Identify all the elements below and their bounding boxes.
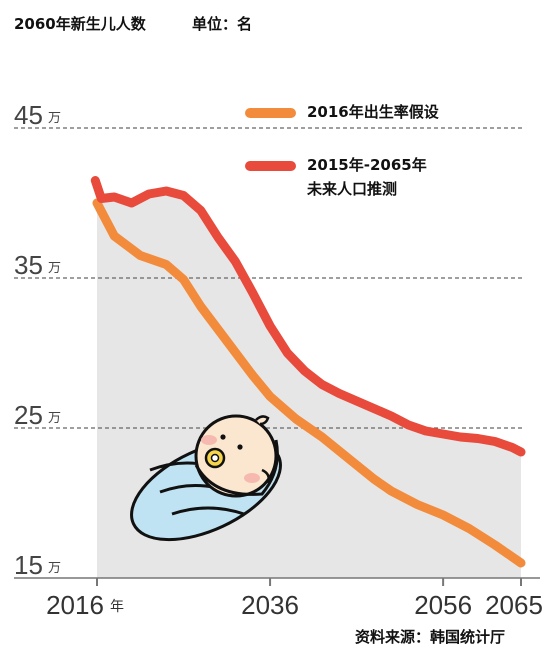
y-tick-unit: 万 (48, 261, 61, 276)
x-axis: 2016 年 2036 2056 2065 (46, 590, 543, 620)
legend-label-2: 2015年-2065年 (307, 156, 427, 174)
series-line-2 (90, 176, 526, 457)
baby-illustration (130, 414, 282, 542)
chart-title: 2060年新生儿人数 (14, 15, 147, 33)
x-tick-label-2065: 2065 (485, 590, 543, 620)
y-tick-unit: 万 (48, 411, 61, 426)
series-lines (90, 176, 526, 568)
y-tick-unit: 万 (48, 111, 61, 126)
series-line-1 (92, 198, 526, 568)
gridlines (14, 127, 540, 586)
x-tick-unit: 年 (110, 599, 124, 615)
chart-unit-label: 单位：名 (192, 15, 252, 33)
x-tick-label-2056: 2056 (414, 590, 472, 620)
y-tick-label-25: 25 (14, 400, 43, 430)
source-note: 资料来源：韩国统计厅 (355, 628, 505, 646)
x-tick-label-2016: 2016 (46, 590, 104, 620)
legend-label-1: 2016年出生率假设 (307, 103, 439, 121)
legend-label-2: 未来人口推测 (306, 180, 397, 198)
y-tick-label-45: 45 (14, 100, 43, 130)
y-tick-unit: 万 (48, 561, 61, 576)
y-axis: 45 万 35 万 25 万 15 万 (14, 100, 61, 580)
y-tick-label-15: 15 (14, 550, 43, 580)
y-tick-label-35: 35 (14, 250, 43, 280)
x-tick-label-2036: 2036 (241, 590, 299, 620)
